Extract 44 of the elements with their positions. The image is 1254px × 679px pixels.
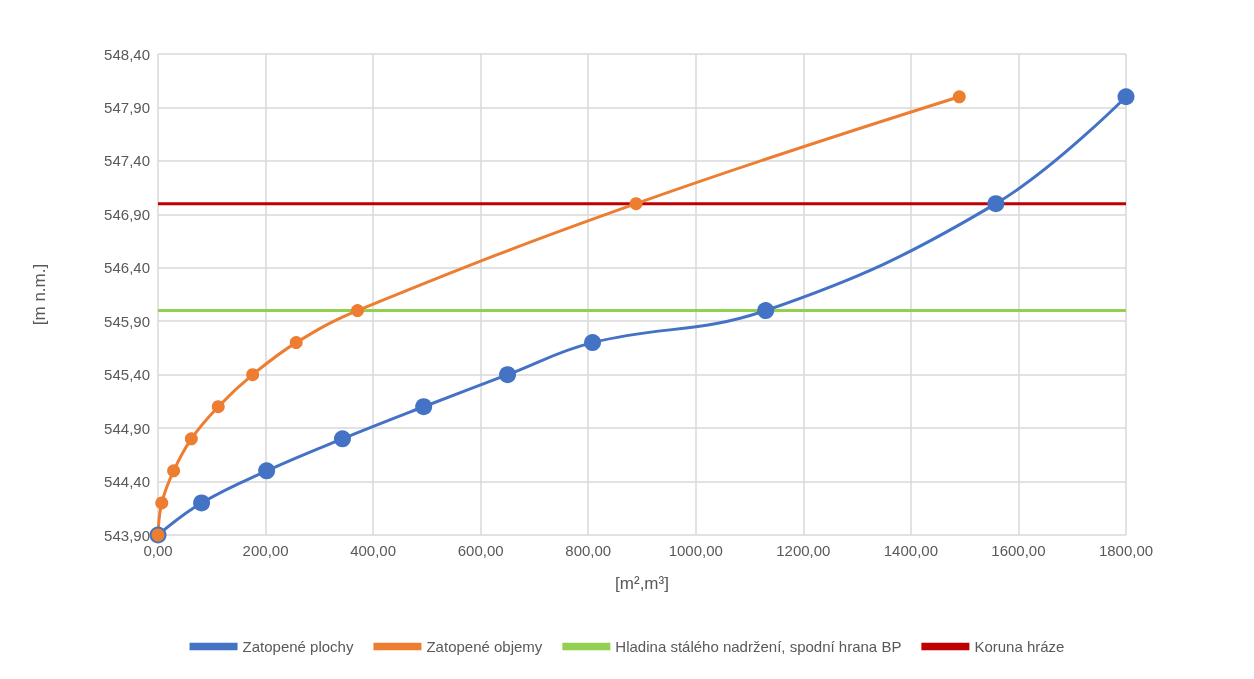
legend-label: Koruna hráze (974, 638, 1065, 655)
point (289, 336, 303, 350)
y-axis-title: [m n.m.] (30, 263, 49, 326)
y-tick-label: 547,90 (104, 98, 150, 116)
x-tick-label: 1600,00 (991, 542, 1046, 559)
y-tick-label: 546,90 (104, 205, 150, 223)
legend-label: Hladina stálého nadržení, spodní hrana BP (615, 638, 902, 655)
point (584, 334, 602, 352)
point (333, 430, 351, 448)
point (184, 432, 198, 446)
point (351, 304, 365, 318)
x-tick-label: 1800,00 (1098, 542, 1154, 559)
x-tick-label: 200,00 (242, 542, 289, 559)
point (757, 302, 775, 320)
y-tick-label: 547,40 (104, 152, 150, 170)
point (987, 195, 1005, 213)
point (952, 90, 966, 104)
x-tick-label: 1200,00 (776, 542, 831, 559)
y-tick-label: 543,90 (104, 526, 150, 544)
point (193, 494, 211, 512)
point (1117, 88, 1135, 106)
x-tick-label: 600,00 (457, 542, 504, 559)
legend-label: Zatopené plochy (242, 638, 354, 655)
x-axis-title: [m²,m³] (615, 574, 669, 593)
point (499, 366, 517, 384)
point (246, 368, 260, 382)
point (211, 400, 225, 414)
x-tick-label: 800,00 (565, 542, 612, 559)
point (167, 464, 181, 478)
x-tick-label: 0,00 (143, 542, 173, 559)
y-tick-label: 545,40 (104, 366, 150, 384)
point (155, 496, 169, 510)
y-tick-label: 546,40 (104, 259, 150, 277)
point (629, 197, 643, 211)
x-tick-label: 1400,00 (883, 542, 939, 559)
point (258, 462, 276, 480)
x-tick-label: 400,00 (350, 542, 397, 559)
y-tick-label: 544,40 (104, 473, 150, 491)
point (415, 398, 433, 416)
y-tick-label: 544,90 (104, 419, 150, 437)
y-tick-label: 545,90 (104, 312, 150, 330)
legend-label: Zatopené objemy (426, 638, 543, 655)
x-tick-label: 1000,00 (668, 542, 723, 559)
y-tick-label: 548,40 (104, 45, 150, 63)
